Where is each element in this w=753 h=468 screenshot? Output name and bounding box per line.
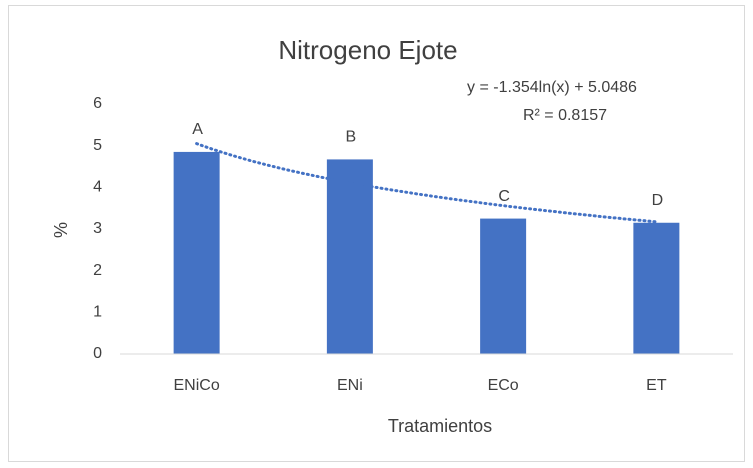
bar-annotation: C [498,188,510,205]
bar-annotation: A [192,121,203,138]
bar [173,151,220,354]
bar [633,222,680,354]
x-axis-title: Tratamientos [388,416,492,436]
y-tick-label: 1 [93,304,102,321]
y-tick-label: 3 [93,220,102,237]
x-tick-label: ENi [337,377,363,394]
y-tick-label: 2 [93,262,102,279]
chart-border [8,5,745,462]
bar-annotation: B [346,129,357,146]
trendline-equation: y = -1.354ln(x) + 5.0486 [467,79,637,96]
trendline [195,142,658,224]
y-tick-label: 6 [93,95,102,112]
bar-annotation: D [652,192,664,209]
bar [480,218,527,354]
x-tick-label: ECo [488,377,519,394]
x-tick-label: ENiCo [174,377,220,394]
y-tick-label: 4 [93,179,102,196]
y-axis-title: % [51,222,71,238]
y-tick-label: 5 [93,137,102,154]
bar [326,159,373,354]
trendline-r2: R² = 0.8157 [523,107,607,124]
chart-title: Nitrogeno Ejote [278,35,457,65]
y-tick-label: 0 [93,345,102,362]
x-tick-label: ET [646,377,667,394]
